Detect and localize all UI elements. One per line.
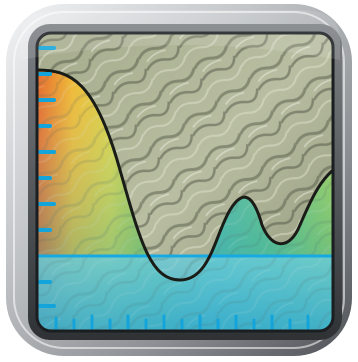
elevation-profile-line: [37, 68, 333, 282]
horizontal-ruler: [54, 314, 310, 330]
screen: [37, 33, 333, 331]
vertical-ruler: [38, 46, 56, 308]
